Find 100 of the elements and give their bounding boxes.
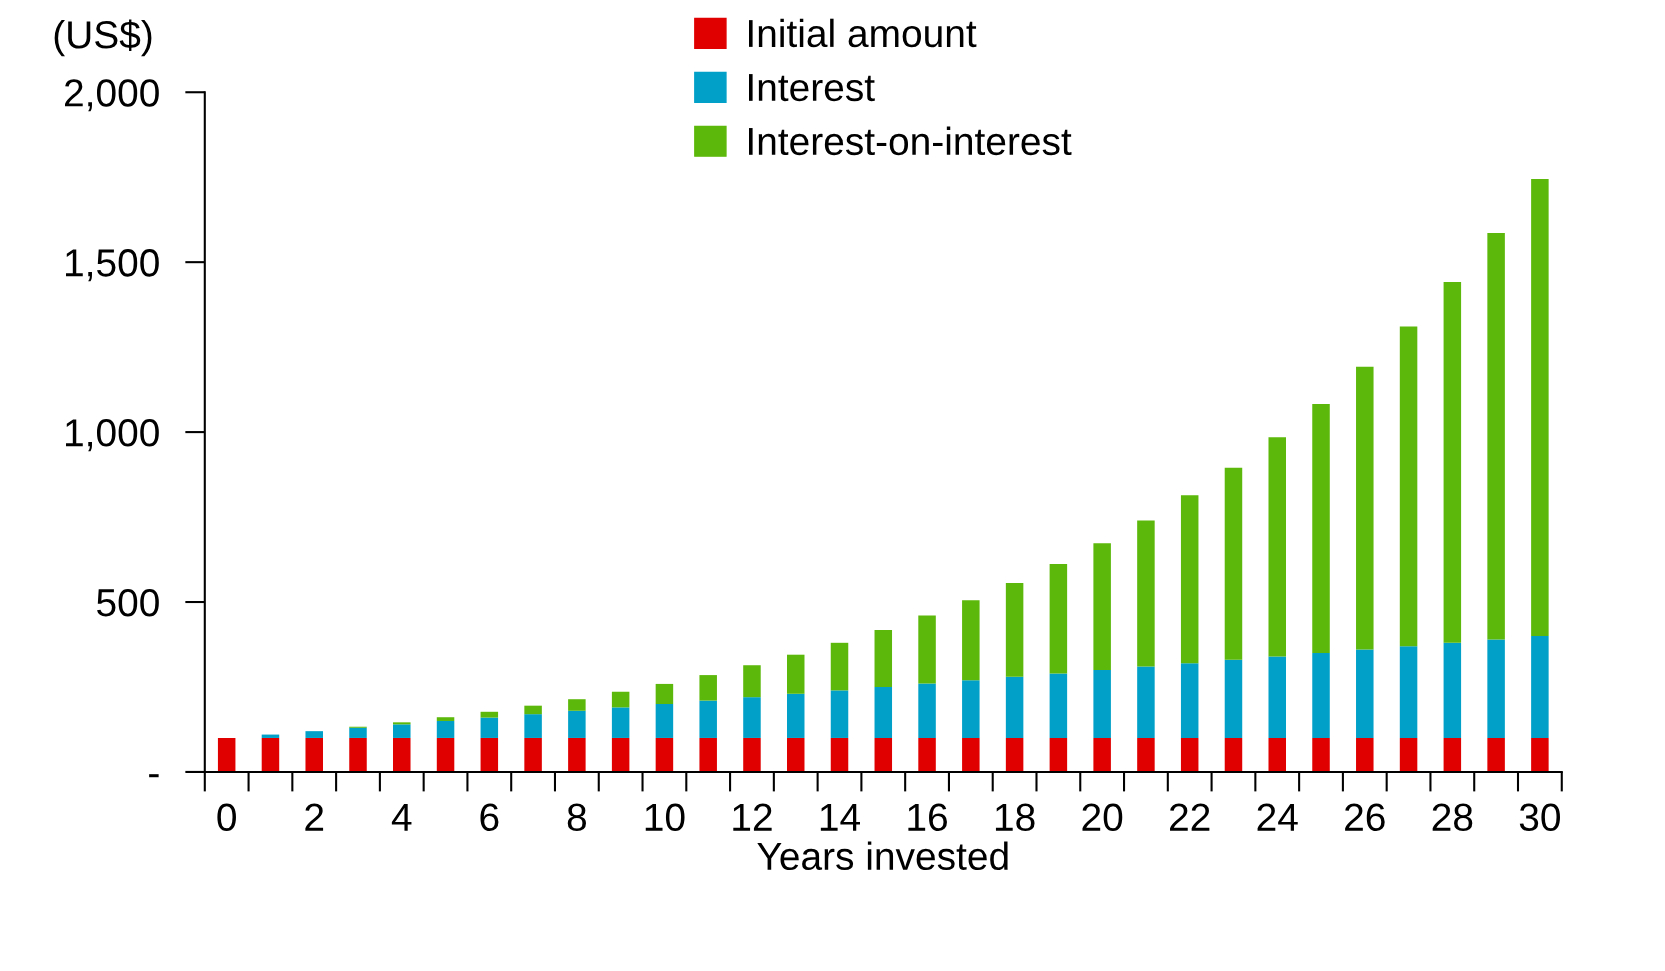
y-tick-label: 1,000: [66, 419, 159, 452]
bar: [524, 705, 542, 715]
bar: [1443, 281, 1462, 643]
bar: [962, 737, 980, 772]
bar: [830, 642, 849, 691]
bar: [480, 717, 499, 738]
bar: [699, 737, 717, 772]
x-tick-label: 6: [480, 803, 499, 832]
x-tick-label: 20: [1082, 803, 1123, 832]
bar: [1049, 737, 1068, 772]
x-tick-label: 18: [995, 803, 1035, 832]
bar: [1268, 737, 1286, 772]
bar: [743, 697, 761, 738]
bar: [1399, 646, 1418, 738]
bar: [1224, 659, 1243, 738]
bar: [393, 737, 411, 772]
bar: [1005, 676, 1024, 738]
bar: [655, 683, 674, 704]
bar: [1137, 520, 1155, 667]
y-tick-label: 2,000: [65, 79, 159, 112]
bar: [743, 737, 761, 772]
bar: [1487, 737, 1505, 772]
bar: [1093, 669, 1111, 738]
bar: [1443, 737, 1462, 772]
legend-label: Interest-on-interest: [748, 126, 1072, 156]
y-tick-label: -: [149, 774, 159, 778]
bar: [1137, 737, 1155, 772]
bar: [1399, 737, 1418, 772]
bar: [874, 629, 893, 687]
x-axis-title: Years invested: [757, 841, 1008, 871]
bar: [261, 737, 280, 772]
bar: [480, 711, 499, 718]
y-axis-title: (US$): [54, 19, 152, 57]
bar: [524, 737, 542, 772]
bar: [1005, 582, 1024, 677]
bar: [305, 737, 323, 772]
x-tick-label: 26: [1345, 803, 1385, 832]
bar: [1312, 403, 1330, 653]
bar: [874, 686, 893, 738]
bar: [568, 710, 586, 738]
bar: [436, 717, 455, 721]
bar: [393, 724, 411, 738]
bar: [655, 703, 674, 738]
bar: [918, 683, 936, 738]
bar: [1399, 326, 1418, 647]
bar: [1137, 666, 1155, 738]
legend-label: Interest: [748, 74, 875, 102]
bar: [436, 737, 455, 772]
bar: [1268, 437, 1286, 657]
bar: [1443, 642, 1462, 738]
x-tick-label: 10: [645, 803, 685, 832]
bar: [962, 680, 980, 738]
bar: [786, 737, 805, 772]
bar: [349, 737, 367, 772]
bar: [1356, 366, 1374, 650]
bar: [830, 737, 849, 772]
bar: [436, 720, 455, 738]
bar: [1180, 663, 1199, 738]
bar: [1268, 656, 1286, 738]
bar: [1531, 178, 1549, 636]
bar: [786, 693, 805, 738]
bar: [1093, 543, 1111, 670]
bar: [655, 737, 674, 772]
y-tick-label: 1,500: [66, 249, 159, 282]
x-tick-label: 12: [733, 803, 772, 831]
bar: [1312, 737, 1330, 772]
bar: [1180, 495, 1199, 664]
bar: [1312, 653, 1330, 738]
x-tick-label: 28: [1432, 803, 1473, 832]
bar: [1224, 467, 1243, 660]
bar: [743, 665, 761, 698]
bar: [1049, 673, 1068, 738]
bar: [1224, 737, 1243, 772]
bar: [393, 722, 411, 725]
bar: [1180, 737, 1199, 772]
bar: [874, 737, 893, 772]
x-tick-label: 16: [908, 803, 947, 832]
x-tick-label: 2: [305, 803, 324, 831]
bar: [786, 654, 805, 694]
bar: [1049, 563, 1068, 674]
bar: [1531, 636, 1549, 738]
x-tick-label: 24: [1257, 803, 1298, 831]
bar: [217, 737, 236, 772]
legend-label: Initial amount: [748, 18, 977, 48]
bar: [524, 714, 542, 738]
bar: [611, 737, 630, 772]
bar: [699, 700, 717, 738]
bar: [568, 699, 586, 711]
bar: [305, 731, 323, 738]
bar: [480, 737, 499, 772]
bar: [830, 690, 849, 738]
bar: [1531, 737, 1549, 772]
x-tick-label: 4: [391, 803, 412, 831]
bar: [699, 675, 717, 701]
y-tick-label: 500: [97, 588, 159, 617]
x-tick-label: 22: [1170, 803, 1210, 831]
bar: [349, 727, 367, 738]
x-tick-label: 30: [1519, 803, 1560, 832]
bar: [918, 615, 936, 684]
bar: [611, 691, 630, 708]
